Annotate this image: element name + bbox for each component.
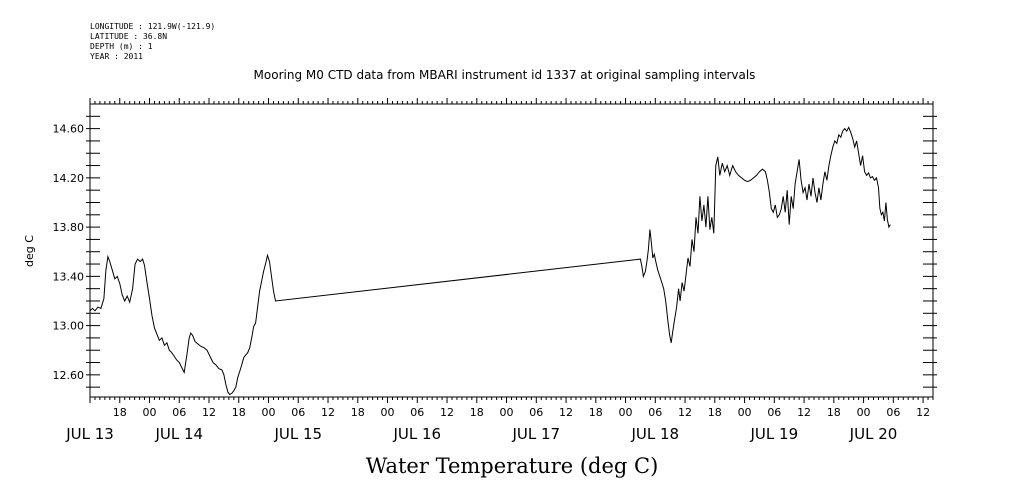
y-tick-label: 13.80 xyxy=(53,221,85,234)
x-tick-label: 12 xyxy=(202,406,216,419)
x-tick-label: 06 xyxy=(172,406,186,419)
mooring-metadata: LONGITUDE : 121.9W(-121.9) LATITUDE : 36… xyxy=(90,22,215,62)
x-day-label: JUL 19 xyxy=(750,425,799,443)
x-day-label: JUL 16 xyxy=(392,425,441,443)
x-tick-label: 06 xyxy=(648,406,662,419)
year-label: YEAR : 2011 xyxy=(90,52,143,61)
x-tick-label: 06 xyxy=(886,406,900,419)
x-tick-label: 00 xyxy=(738,406,752,419)
plot-frame xyxy=(89,103,934,398)
x-tick-label: 18 xyxy=(232,406,246,419)
y-tick-label: 13.00 xyxy=(53,320,85,333)
x-day-label: JUL 14 xyxy=(154,425,203,443)
x-day-label: JUL 17 xyxy=(511,425,560,443)
x-tick-label: 18 xyxy=(351,406,365,419)
x-tick-label: 00 xyxy=(381,406,395,419)
temperature-line xyxy=(89,126,891,396)
x-tick-label: 00 xyxy=(619,406,633,419)
y-tick-label: 14.60 xyxy=(53,123,85,136)
chart-title: Mooring M0 CTD data from MBARI instrumen… xyxy=(253,68,756,82)
x-day-label: JUL 15 xyxy=(273,425,322,443)
x-tick-label: 12 xyxy=(559,406,573,419)
x-tick-label: 00 xyxy=(143,406,157,419)
y-tick-label: 12.60 xyxy=(53,369,85,382)
x-tick-label: 18 xyxy=(589,406,603,419)
x-tick-label: 12 xyxy=(440,406,454,419)
x-axis-title: Water Temperature (deg C) xyxy=(365,454,659,478)
longitude-label: LONGITUDE : 121.9W(-121.9) xyxy=(90,22,216,31)
x-tick-label: 00 xyxy=(857,406,871,419)
y-tick-label: 14.20 xyxy=(53,172,85,185)
x-tick-label: 12 xyxy=(916,406,930,419)
x-tick-label: 18 xyxy=(827,406,841,419)
x-tick-label: 18 xyxy=(113,406,127,419)
x-tick-label: 06 xyxy=(529,406,543,419)
x-tick-label: 06 xyxy=(291,406,305,419)
y-axis-label: deg C xyxy=(23,235,36,267)
latitude-label: LATITUDE : 36.8N xyxy=(90,32,168,41)
x-day-label: JUL 13 xyxy=(65,425,114,443)
x-day-label: JUL 18 xyxy=(630,425,679,443)
y-tick-label: 13.40 xyxy=(53,270,85,283)
x-tick-label: 18 xyxy=(470,406,484,419)
x-tick-label: 00 xyxy=(262,406,276,419)
x-tick-label: 12 xyxy=(678,406,692,419)
x-tick-label: 12 xyxy=(321,406,335,419)
x-tick-label: 06 xyxy=(767,406,781,419)
x-tick-label: 06 xyxy=(410,406,424,419)
x-day-label: JUL 20 xyxy=(849,425,898,443)
depth-label: DEPTH (m) : 1 xyxy=(90,42,153,51)
x-tick-label: 18 xyxy=(708,406,722,419)
x-tick-label: 12 xyxy=(797,406,811,419)
x-tick-label: 00 xyxy=(500,406,514,419)
